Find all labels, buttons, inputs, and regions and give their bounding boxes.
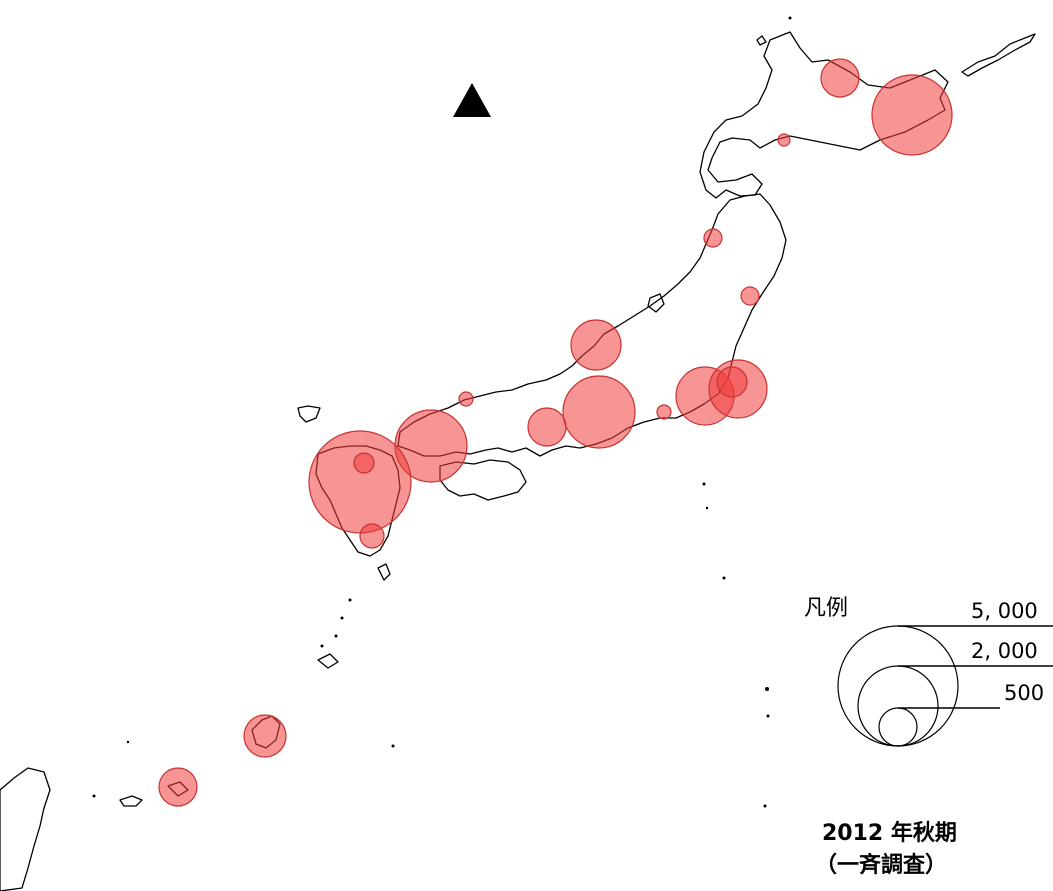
legend-label-5000: 5, 000: [971, 599, 1038, 623]
coastline-tsushima: [297, 405, 321, 423]
islet-dot: [391, 744, 395, 748]
coastline-sado: [647, 293, 665, 313]
caption-period: 2012 年秋期: [822, 820, 957, 846]
caption: 2012 年秋期 （一斉調査）: [815, 820, 957, 878]
legend-circle-2000: [857, 665, 939, 747]
bubble-kagoshima: [359, 523, 385, 549]
islet-dot: [126, 740, 130, 744]
bubble-hokkaido-east: [871, 74, 953, 156]
bubble-kyushu-inner: [353, 452, 375, 474]
bubble-shimane: [458, 391, 474, 407]
islet-dot: [348, 598, 352, 602]
islet-dot: [765, 687, 769, 691]
islet-dot: [334, 634, 338, 638]
bubble-osaka: [527, 407, 567, 447]
legend-circle-500: [878, 707, 918, 747]
legend-label-2000: 2, 000: [971, 639, 1038, 663]
bubble-shizuoka: [656, 404, 672, 420]
islet-dot: [766, 714, 770, 718]
bubble-aichi: [562, 375, 636, 449]
islet-dot: [722, 576, 726, 580]
bubble-yaeyama: [158, 767, 198, 807]
coastline-kuril: [961, 33, 1036, 77]
islet-dot: [763, 804, 767, 808]
legend-circle-5000: [837, 625, 959, 747]
north-arrow-icon: [453, 83, 491, 117]
legend: 凡例 5, 000 2, 000 500: [804, 596, 1053, 747]
legend-label-500: 500: [1004, 681, 1044, 705]
coastline-taiwan: [0, 767, 51, 891]
islets-layer: [92, 16, 792, 808]
islet-dot: [340, 616, 344, 620]
caption-survey-type: （一斉調査）: [815, 852, 947, 878]
islet-dot: [788, 16, 792, 20]
bubble-hokkaido-south: [777, 133, 791, 147]
coastline-layer: [0, 31, 1036, 891]
legend-title: 凡例: [804, 596, 848, 621]
bubble-miyagi: [740, 286, 760, 306]
bubble-okinawa: [243, 714, 287, 758]
bubble-ishikawa: [570, 319, 622, 371]
bubble-hokkaido-north: [820, 58, 860, 98]
coastline-shikoku: [439, 459, 527, 501]
bubble-layer: [158, 58, 953, 807]
islet-dot: [92, 794, 96, 798]
coastline-rishiri: [756, 35, 767, 46]
bubble-kanto-center: [716, 366, 748, 398]
islet-dot: [702, 482, 706, 486]
coastline-tanegashima: [377, 563, 391, 581]
coastline-amami: [317, 653, 339, 669]
bubble-akita: [703, 228, 723, 248]
islet-dot: [320, 644, 324, 648]
bubble-kyushu-north: [308, 430, 412, 534]
islet-dot: [705, 506, 709, 510]
coastline-miyako: [119, 795, 143, 807]
